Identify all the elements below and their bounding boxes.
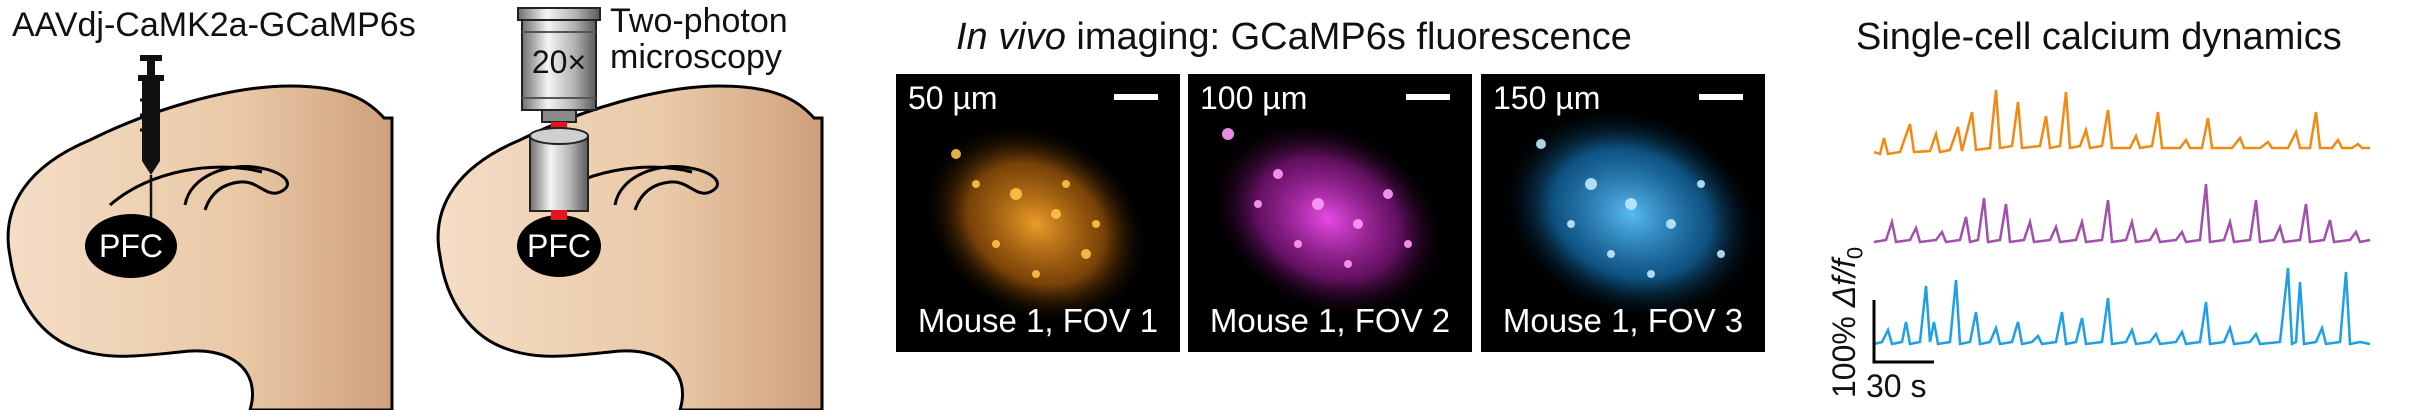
hippocampus-contour <box>183 165 289 211</box>
injection-panel: AAVdj-CaMK2a-GCaMP6s PFC <box>0 0 420 410</box>
microscopy-label-line2: microscopy <box>610 38 782 76</box>
calcium-trace-3 <box>1873 267 2371 346</box>
calcium-traces <box>1872 89 2371 364</box>
calcium-title: Single-cell calcium dynamics <box>1856 16 2342 58</box>
scale-bar-axes <box>1872 300 1934 364</box>
depth-label: 50 µm <box>908 80 998 116</box>
x-scale-label: 30 s <box>1866 368 1927 404</box>
microscopy-label-line1: Two-photon <box>610 2 788 40</box>
brain-injection-diagram <box>6 55 394 410</box>
fov-1-fluorescence <box>921 122 1151 326</box>
pfc-label: PFC <box>99 228 163 264</box>
y-scale-prefix: 100% <box>1826 307 1862 398</box>
sagittal-brain-shape <box>436 84 824 410</box>
fov-image-3: 150 µm Mouse 1, FOV 3 <box>1481 74 1765 352</box>
fov-label: Mouse 1, FOV 1 <box>917 302 1159 339</box>
cortex-contour <box>109 165 263 207</box>
fov-image-2: 100 µm Mouse 1, FOV 2 <box>1188 74 1472 352</box>
imaging-title: In vivo imaging: GCaMP6s fluorescence <box>956 16 1632 59</box>
imaging-title-italic: In vivo <box>956 16 1066 58</box>
fov-label: Mouse 1, FOV 3 <box>1502 302 1744 339</box>
scale-bar <box>1114 94 1158 100</box>
imaging-title-rest: imaging: GCaMP6s fluorescence <box>1065 16 1632 58</box>
microscopy-panel: 20× Two-photon microscopy PFC <box>430 0 870 410</box>
injection-label: AAVdj-CaMK2a-GCaMP6s <box>12 6 416 44</box>
brain-microscope-diagram <box>436 7 824 410</box>
scale-bar <box>1406 94 1450 100</box>
depth-label: 150 µm <box>1493 80 1601 116</box>
y-scale-df: Δf/f <box>1826 259 1862 308</box>
objective-lens-icon <box>517 7 601 123</box>
hippocampus-contour <box>613 165 719 211</box>
calcium-trace-2 <box>1873 183 2371 244</box>
fov-image-1: 50 µm Mouse 1, FOV 1 <box>896 74 1180 352</box>
syringe-icon <box>138 55 164 222</box>
depth-label: 100 µm <box>1200 80 1308 116</box>
fov-3-fluorescence <box>1499 105 1763 323</box>
calcium-trace-1 <box>1873 89 2370 156</box>
y-scale-label: 100% Δf/f0 <box>1826 247 1868 398</box>
objective-magnification: 20× <box>531 44 587 80</box>
pfc-label: PFC <box>527 228 591 264</box>
y-scale-sub: 0 <box>1842 246 1868 260</box>
laser-beam-tissue <box>551 210 567 220</box>
pfc-region <box>517 215 601 277</box>
cranial-window-icon <box>529 127 589 212</box>
sagittal-brain-shape <box>6 84 394 410</box>
scale-bar <box>1699 94 1743 100</box>
fov-label: Mouse 1, FOV 2 <box>1209 302 1451 339</box>
pfc-region <box>85 214 177 278</box>
fov-2-fluorescence <box>1207 117 1449 321</box>
